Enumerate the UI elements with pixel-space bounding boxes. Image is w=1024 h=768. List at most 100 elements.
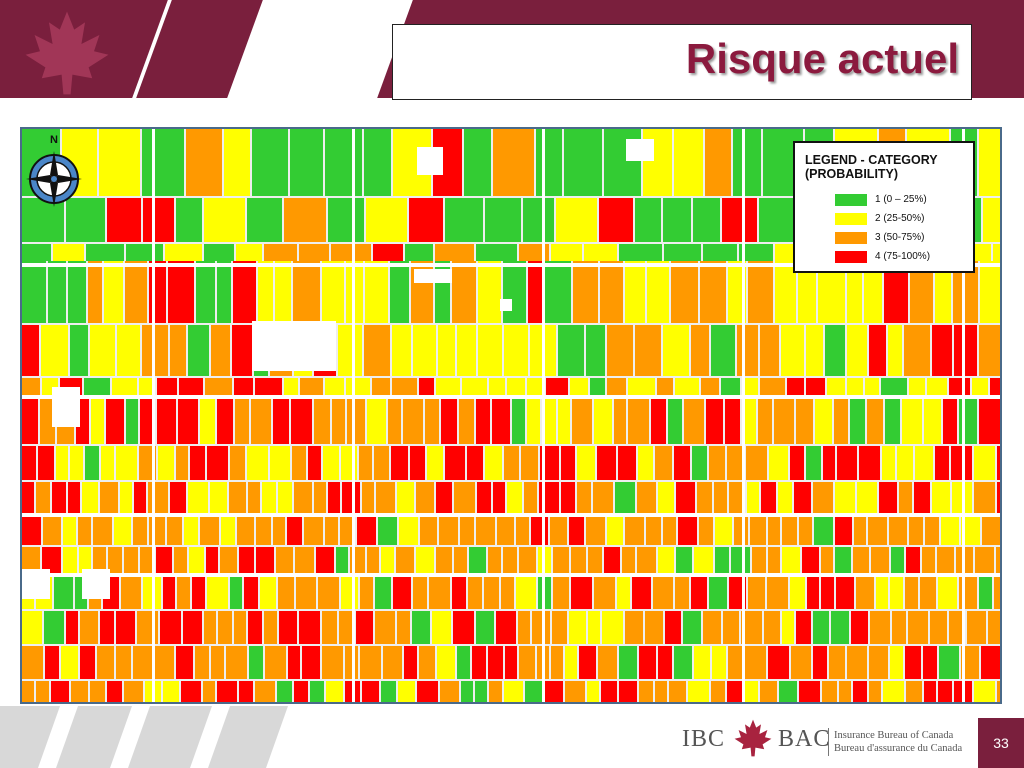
parcel bbox=[637, 547, 656, 575]
parcel bbox=[604, 547, 620, 575]
parcel bbox=[378, 515, 397, 545]
parcel bbox=[908, 611, 928, 644]
parcel bbox=[505, 646, 517, 679]
parcel bbox=[417, 681, 438, 702]
parcel bbox=[326, 681, 343, 702]
parcel bbox=[155, 646, 174, 679]
parcel bbox=[181, 681, 201, 702]
parcel bbox=[935, 446, 949, 480]
parcel bbox=[88, 261, 102, 323]
parcel bbox=[615, 482, 635, 515]
maple-leaf-icon bbox=[734, 719, 772, 757]
parcel bbox=[742, 378, 758, 397]
parcel bbox=[782, 611, 794, 644]
parcel bbox=[853, 547, 869, 575]
parcel bbox=[752, 547, 766, 575]
parcel bbox=[619, 681, 637, 702]
parcel bbox=[961, 515, 980, 545]
parcel bbox=[602, 611, 623, 644]
parcel bbox=[835, 482, 855, 515]
road bbox=[542, 129, 545, 702]
parcel bbox=[493, 482, 505, 515]
parcel bbox=[374, 446, 389, 480]
parcel bbox=[551, 244, 582, 261]
maple-leaf-icon bbox=[25, 11, 109, 95]
parcel bbox=[176, 198, 202, 242]
parcel bbox=[599, 198, 633, 242]
parcel bbox=[22, 547, 40, 575]
parcel bbox=[885, 397, 900, 444]
parcel bbox=[221, 515, 235, 545]
parcel bbox=[293, 261, 320, 323]
parcel bbox=[420, 515, 437, 545]
parcel bbox=[116, 611, 135, 644]
parcel bbox=[249, 646, 263, 679]
parcel bbox=[669, 681, 686, 702]
parcel bbox=[52, 482, 66, 515]
parcel bbox=[22, 482, 34, 515]
parcel bbox=[192, 575, 205, 609]
parcel bbox=[959, 575, 977, 609]
parcel bbox=[100, 482, 118, 515]
parcel bbox=[954, 325, 977, 376]
parcel bbox=[868, 515, 887, 545]
parcel bbox=[90, 325, 115, 376]
parcel bbox=[761, 482, 776, 515]
parcel bbox=[472, 646, 486, 679]
parcel bbox=[614, 397, 626, 444]
parcel bbox=[236, 244, 262, 261]
parcel bbox=[835, 515, 852, 545]
parcel bbox=[328, 198, 364, 242]
banner-stripe bbox=[132, 0, 172, 98]
parcel bbox=[607, 378, 626, 397]
parcel bbox=[625, 261, 645, 323]
parcel bbox=[183, 611, 202, 644]
parcel bbox=[542, 397, 556, 444]
parcel bbox=[790, 446, 804, 480]
parcel bbox=[904, 325, 930, 376]
compass-north-label: N bbox=[50, 134, 58, 146]
parcel bbox=[440, 681, 459, 702]
parcel bbox=[742, 397, 756, 444]
parcel bbox=[961, 646, 979, 679]
parcel bbox=[489, 681, 502, 702]
parcel bbox=[565, 646, 577, 679]
parcel bbox=[419, 378, 434, 397]
parcel bbox=[457, 325, 476, 376]
parcel bbox=[657, 378, 673, 397]
parcel bbox=[248, 611, 262, 644]
road bbox=[22, 573, 1000, 577]
parcel bbox=[360, 575, 373, 609]
parcel bbox=[126, 397, 138, 444]
parcel bbox=[68, 261, 86, 323]
parcel bbox=[504, 325, 528, 376]
parcel bbox=[728, 261, 746, 323]
parcel bbox=[639, 646, 656, 679]
parcel bbox=[807, 575, 819, 609]
parcel bbox=[847, 378, 863, 397]
parcel bbox=[325, 129, 362, 196]
parcel bbox=[207, 446, 228, 480]
parcel bbox=[561, 446, 575, 480]
parcel bbox=[133, 515, 147, 545]
parcel bbox=[142, 129, 184, 196]
parcel bbox=[318, 575, 339, 609]
parcel bbox=[338, 325, 362, 376]
parcel bbox=[262, 482, 276, 515]
parcel bbox=[729, 482, 745, 515]
parcel bbox=[54, 575, 73, 609]
parcel bbox=[658, 482, 674, 515]
parcel bbox=[405, 244, 433, 261]
parcel bbox=[699, 515, 713, 545]
parcel bbox=[184, 515, 198, 545]
parcel bbox=[683, 611, 701, 644]
parcel bbox=[647, 261, 669, 323]
parcel bbox=[637, 482, 656, 515]
parcel bbox=[905, 575, 918, 609]
parcel bbox=[684, 397, 704, 444]
parcel bbox=[200, 397, 215, 444]
parcel bbox=[996, 547, 1000, 575]
parcel bbox=[252, 129, 288, 196]
parcel bbox=[157, 397, 176, 444]
road bbox=[742, 129, 745, 702]
